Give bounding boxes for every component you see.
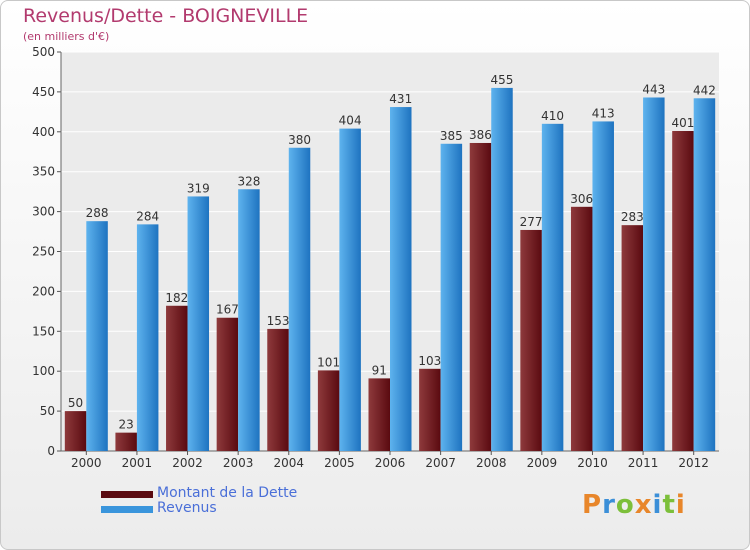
bar-dette-2012 [672,131,694,451]
x-tick-label: 2011 [628,456,659,470]
logo-letter: o [615,490,635,520]
data-label-revenus-2000: 288 [86,206,109,220]
y-tick-label: 450 [32,85,55,99]
x-tick-label: 2003 [223,456,254,470]
data-label-revenus-2011: 443 [642,82,665,96]
y-tick-label: 500 [32,45,55,59]
data-label-dette-2002: 182 [165,291,188,305]
bar-revenus-2009 [541,123,564,451]
bar-dette-2009 [520,229,542,451]
x-tick-label: 2002 [172,456,203,470]
data-label-revenus-2003: 328 [237,174,260,188]
bar-revenus-2011 [643,97,665,452]
bar-dette-2007 [419,368,441,451]
y-tick-label: 350 [32,165,55,179]
data-label-dette-2001: 23 [119,418,134,432]
y-tick-label: 300 [32,205,55,219]
y-tick-label: 0 [47,444,55,458]
x-tick-label: 2005 [324,456,355,470]
data-label-revenus-2012: 442 [693,83,716,97]
bar-dette-2010 [570,206,593,451]
y-tick-label: 50 [40,404,55,418]
x-tick-label: 2009 [527,456,558,470]
y-tick-label: 100 [32,364,55,378]
bar-revenus-2003 [238,189,260,452]
legend-label-revenus: Revenus [157,500,217,516]
bar-dette-2004 [267,328,289,451]
bar-revenus-2005 [339,128,361,451]
data-label-revenus-2001: 284 [136,209,159,223]
bar-dette-2001 [115,432,137,451]
bar-revenus-2001 [136,224,159,451]
x-tick-label: 2012 [678,456,709,470]
chart-title: Revenus/Dette - BOIGNEVILLE [23,5,309,27]
bar-revenus-2008 [491,87,513,451]
legend-label-dette: Montant de la Dette [157,485,298,501]
data-label-dette-2003: 167 [216,303,239,317]
logo-letter: i [675,490,686,520]
logo-letter: i [652,490,663,520]
legend-swatch-revenus [101,506,153,513]
x-tick-label: 2004 [273,456,304,470]
bar-dette-2003 [216,317,239,451]
data-label-revenus-2006: 431 [389,92,412,106]
data-label-revenus-2009: 410 [541,109,564,123]
data-label-dette-2009: 277 [520,215,543,229]
data-label-dette-2004: 153 [267,314,290,328]
y-tick-label: 250 [32,245,55,259]
bar-revenus-2004 [288,147,311,451]
data-label-revenus-2002: 319 [187,181,210,195]
bar-dette-2008 [469,142,492,452]
bar-revenus-2000 [86,221,108,451]
data-label-dette-2008: 386 [469,128,492,142]
y-tick-label: 150 [32,324,55,338]
bar-revenus-2010 [592,121,614,452]
data-label-revenus-2004: 380 [288,133,311,147]
data-label-dette-2007: 103 [418,354,441,368]
bar-dette-2005 [317,370,340,451]
logo-letter: t [662,490,676,520]
data-label-revenus-2010: 413 [592,106,615,120]
data-label-revenus-2008: 455 [491,73,514,87]
logo-letter: x [634,490,653,520]
bar-dette-2006 [368,378,390,451]
data-label-dette-2010: 306 [570,192,593,206]
x-tick-label: 2007 [425,456,456,470]
bar-dette-2000 [64,411,87,451]
logo-letter: P [582,490,603,520]
bar-revenus-2006 [390,107,412,451]
bar-dette-2011 [621,225,644,451]
data-label-dette-2012: 401 [671,116,694,130]
x-tick-label: 2010 [577,456,608,470]
logo-letter: r [602,490,616,520]
proxiti-logo: Proxiti [582,490,686,520]
y-tick-label: 200 [32,284,55,298]
y-tick-label: 400 [32,125,55,139]
bar-revenus-2012 [693,98,716,451]
bar-revenus-2002 [187,196,210,451]
bar-revenus-2007 [440,143,463,451]
bar-dette-2002 [166,305,188,451]
x-tick-label: 2006 [375,456,406,470]
data-label-revenus-2007: 385 [440,129,463,143]
x-tick-label: 2001 [122,456,153,470]
data-label-dette-2005: 101 [317,355,340,369]
data-label-dette-2000: 50 [68,396,83,410]
x-tick-label: 2000 [71,456,102,470]
legend-swatch-dette [101,491,153,498]
data-label-dette-2011: 283 [621,210,644,224]
data-label-revenus-2005: 404 [339,114,362,128]
data-label-dette-2006: 91 [372,363,387,377]
x-tick-label: 2008 [476,456,507,470]
chart-subtitle: (en milliers d'€) [23,30,110,43]
